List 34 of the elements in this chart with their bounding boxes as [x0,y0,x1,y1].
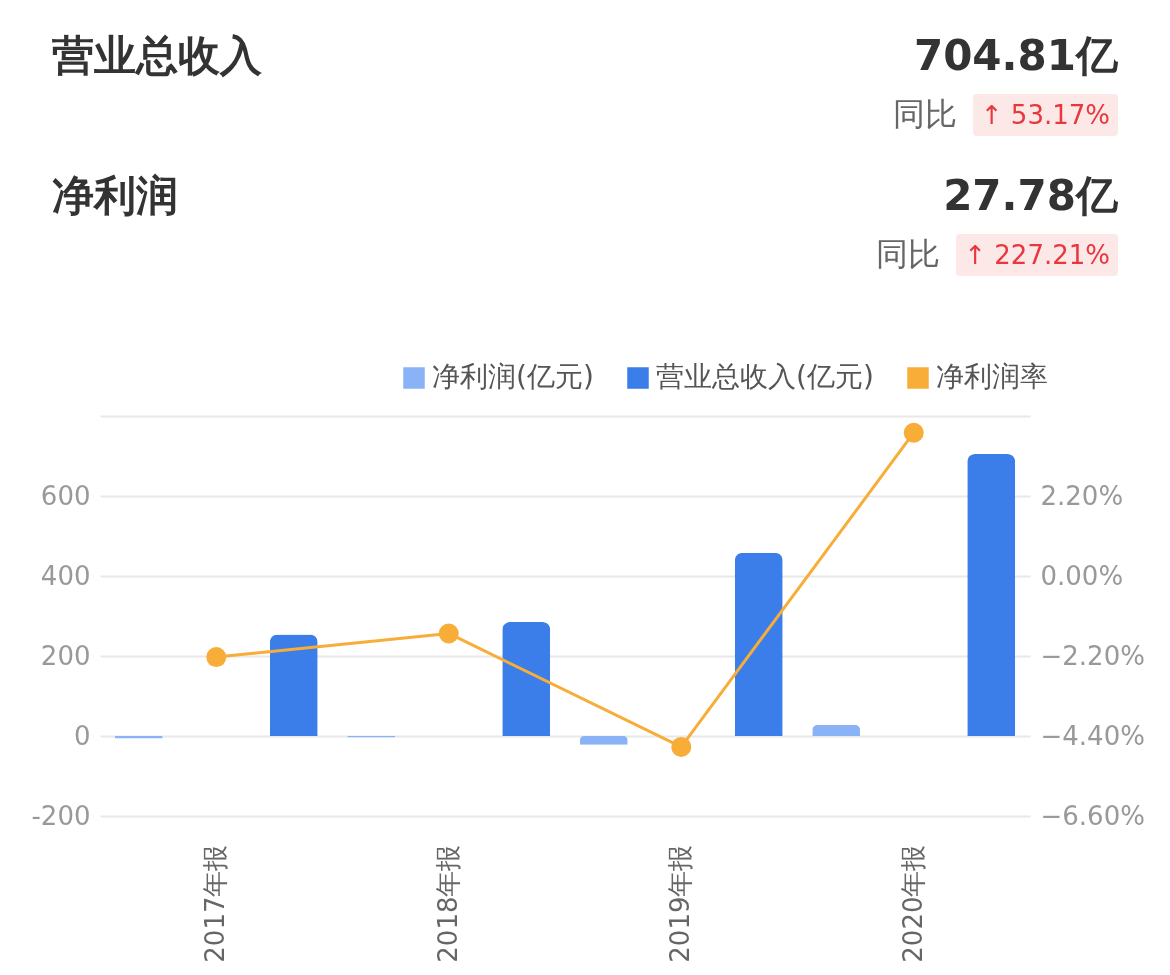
bar [502,622,551,736]
y2-tick-label: 0.00% [1040,560,1124,591]
x-tick-label: 2018年报 [432,844,463,963]
text: ↑ 53.17% [972,94,1118,136]
x-tick-label: 2020年报 [897,844,928,963]
x-tick-label: 2017年报 [200,844,231,963]
text: ↑ 227.21% [956,234,1118,276]
legend-label: 净利润(亿元) [432,360,594,393]
text: 同比 [892,94,957,135]
text: 27.78亿 [943,170,1118,222]
y-tick-label: 600 [40,480,91,511]
point [438,623,459,644]
bar [967,454,1016,736]
y2-tick-label: 2.20% [1040,480,1124,511]
y2-tick-label: −6.60% [1040,800,1145,831]
y-tick-label: 0 [73,720,91,751]
y-tick-label: -200 [31,800,91,831]
bar [734,552,783,736]
y2-tick-label: −4.40% [1040,720,1145,751]
legend-label: 营业总收入(亿元) [656,360,874,393]
y-tick-label: 400 [40,560,91,591]
point [671,736,692,757]
y-tick-label: 200 [40,640,91,671]
point [903,422,924,443]
y2-tick-label: −2.20% [1040,640,1145,671]
text: 同比 [876,234,941,275]
text: 营业总收入 [52,30,262,82]
text: 净利润 [52,170,178,222]
bar [269,634,318,736]
x-tick-label: 2019年报 [665,844,696,963]
legend-label: 净利润率 [936,360,1048,393]
point [206,647,227,668]
bar [812,724,861,736]
text: 704.81亿 [913,30,1118,82]
